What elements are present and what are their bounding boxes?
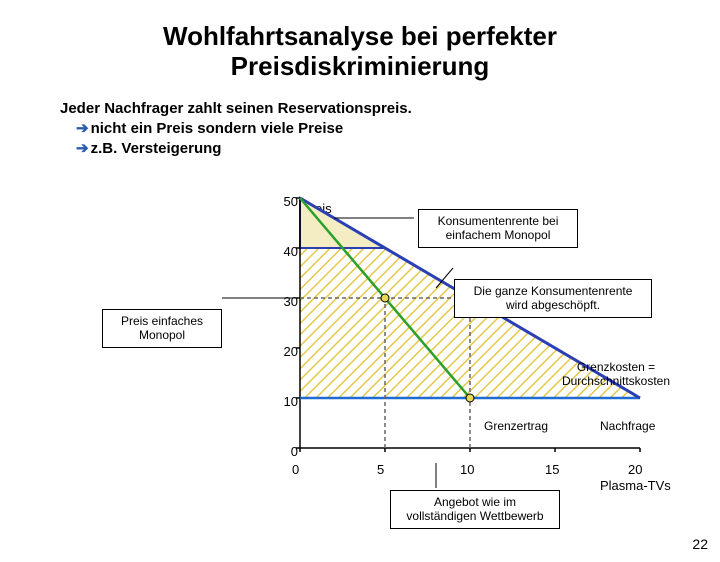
intro-text: Jeder Nachfrager zahlt seinen Reservatio… — [60, 100, 412, 117]
ytick-40: 40 — [268, 244, 298, 259]
ytick-0: 0 — [268, 444, 298, 459]
xtick-0: 0 — [292, 462, 299, 477]
x-axis-unit: Plasma-TVs — [600, 478, 671, 493]
box-consumer-surplus: Konsumentenrente bei einfachem Monopol — [418, 209, 578, 248]
label-grenzkosten: Grenzkosten = Durchschnittskosten — [552, 360, 680, 389]
title-line2: Preisdiskriminierung — [0, 52, 720, 82]
bullet-1: nicht ein Preis sondern viele Preise — [91, 120, 344, 137]
ytick-50: 50 — [268, 194, 298, 209]
ytick-30: 30 — [268, 294, 298, 309]
xtick-10: 10 — [460, 462, 474, 477]
box-angebot: Angebot wie im vollständigen Wettbewerb — [390, 490, 560, 529]
box-absorbed: Die ganze Konsumentenrente wird abgeschö… — [454, 279, 652, 318]
label-grenzertrag: Grenzertrag — [484, 419, 548, 433]
box-simple-monopoly: Preis einfaches Monopol — [102, 309, 222, 348]
xtick-20: 20 — [628, 462, 642, 477]
xtick-5: 5 — [377, 462, 384, 477]
title-line1: Wohlfahrtsanalyse bei perfekter — [0, 22, 720, 52]
bullet-2: z.B. Versteigerung — [91, 140, 222, 157]
bullet-arrow-2: ➔ — [76, 140, 89, 157]
ytick-20: 20 — [268, 344, 298, 359]
page-number: 22 — [692, 536, 708, 552]
label-nachfrage: Nachfrage — [600, 419, 655, 433]
bullet-arrow-1: ➔ — [76, 120, 89, 137]
ytick-10: 10 — [268, 394, 298, 409]
xtick-15: 15 — [545, 462, 559, 477]
